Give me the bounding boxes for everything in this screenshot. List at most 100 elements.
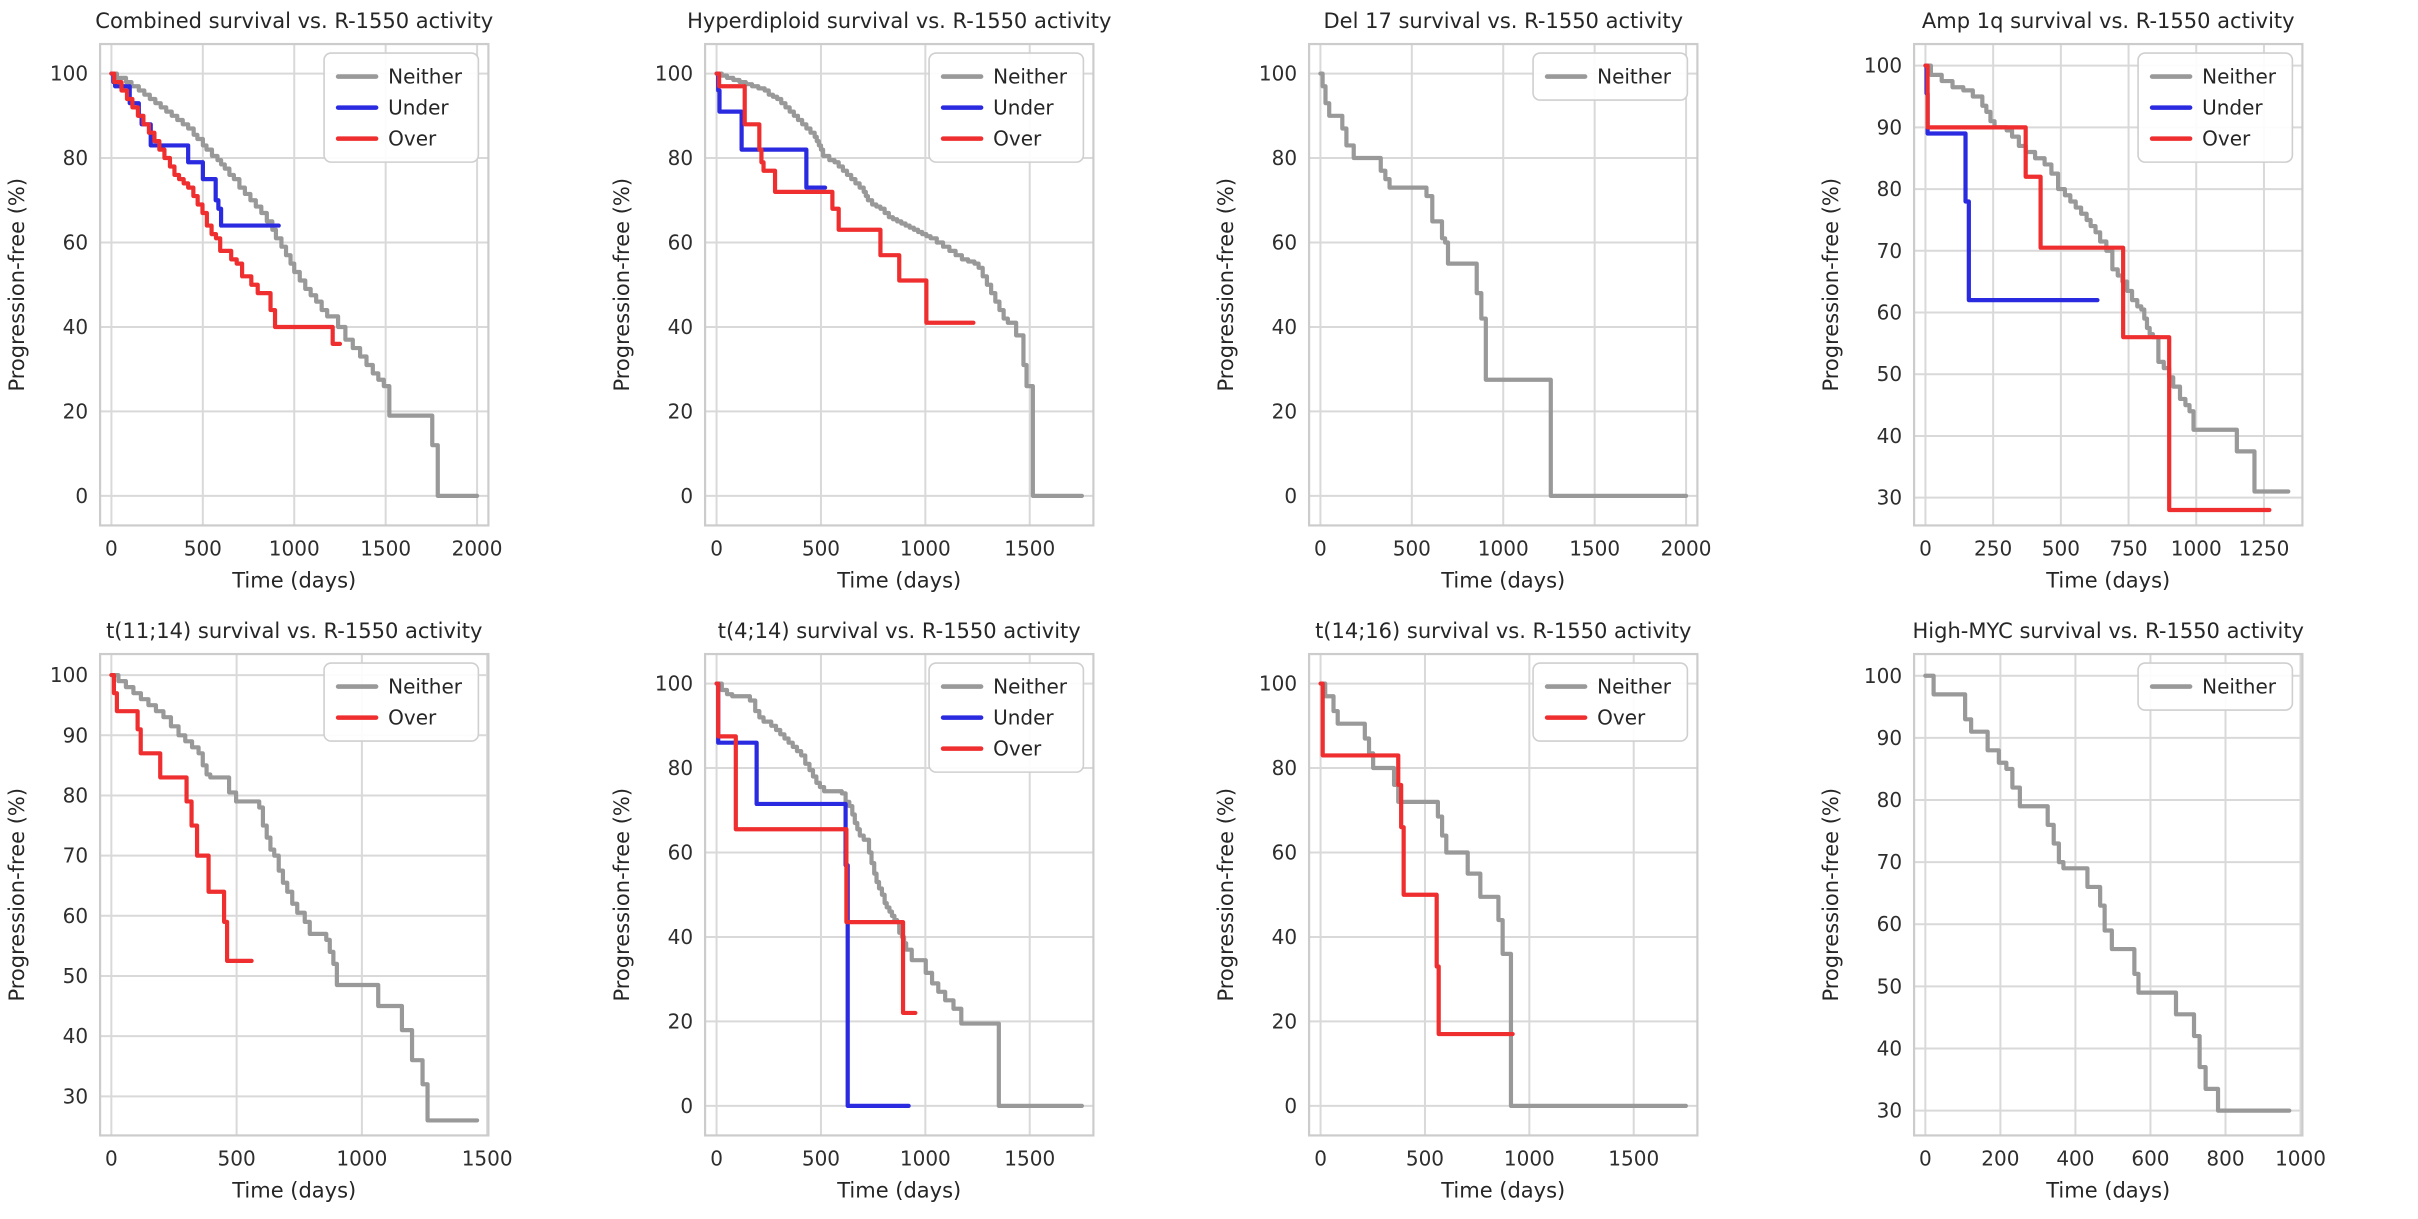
y-tick-label: 100 [1863,663,1901,687]
legend-label-under: Under [388,96,449,120]
legend: Neither Under Over [929,53,1083,162]
x-tick-label: 1000 [899,1146,950,1170]
y-tick-label: 0 [680,484,693,508]
x-tick-label: 1000 [336,1146,387,1170]
x-axis-label: Time (days) [231,1177,356,1202]
legend-label-over: Over [993,736,1042,760]
y-tick-label: 60 [667,231,692,255]
y-tick-label: 50 [63,963,88,987]
legend: Neither [2138,663,2292,710]
y-tick-label: 40 [63,1024,88,1048]
x-tick-label: 750 [2109,536,2147,560]
y-axis-label: Progression-free (%) [4,178,29,392]
y-tick-label: 0 [75,484,88,508]
y-tick-label: 80 [1876,177,1901,201]
y-tick-label: 60 [63,903,88,927]
chart-title: t(4;14) survival vs. R-1550 activity [717,618,1080,643]
legend-label-over: Over [1597,705,1646,729]
y-tick-label: 80 [1876,788,1901,812]
x-tick-label: 0 [105,1146,118,1170]
y-tick-label: 60 [1876,912,1901,936]
x-tick-label: 0 [1919,536,1932,560]
y-tick-label: 20 [1272,1009,1297,1033]
legend-label-neither: Neither [388,674,463,698]
y-tick-label: 90 [1876,725,1901,749]
y-tick-label: 70 [1876,239,1901,263]
chart-title: Combined survival vs. R-1550 activity [95,8,493,33]
y-tick-label: 20 [1272,399,1297,423]
legend: Neither Over [1533,663,1687,741]
legend-label-under: Under [993,96,1054,120]
y-tick-label: 20 [667,1009,692,1033]
x-tick-label: 0 [1314,536,1327,560]
y-tick-label: 40 [667,315,692,339]
y-axis-label: Progression-free (%) [1818,178,1843,392]
x-tick-label: 1500 [1569,536,1620,560]
y-tick-label: 0 [1284,484,1297,508]
x-tick-label: 1500 [1004,1146,1055,1170]
x-tick-label: 0 [1918,1146,1931,1170]
legend-label-over: Over [993,127,1042,151]
legend-label-neither: Neither [388,65,463,89]
y-tick-label: 0 [1284,1093,1297,1117]
legend-label-neither: Neither [1597,674,1672,698]
x-tick-label: 2000 [452,536,503,560]
legend-label-neither: Neither [993,65,1068,89]
legend-label-neither: Neither [1597,65,1672,89]
x-tick-label: 1500 [360,536,411,560]
legend-label-neither: Neither [993,674,1068,698]
x-tick-label: 500 [1406,1146,1444,1170]
x-tick-label: 1000 [1504,1146,1555,1170]
legend: Neither [1533,53,1687,100]
y-tick-label: 100 [50,62,88,86]
x-tick-label: 0 [105,536,118,560]
y-tick-label: 100 [1259,671,1297,695]
x-tick-label: 500 [184,536,222,560]
y-tick-label: 60 [667,840,692,864]
x-tick-label: 0 [710,536,723,560]
chart-title: Hyperdiploid survival vs. R-1550 activit… [687,8,1111,33]
x-tick-label: 1000 [899,536,950,560]
y-tick-label: 30 [63,1084,88,1108]
chart-title: t(14;16) survival vs. R-1550 activity [1315,618,1691,643]
y-tick-label: 60 [63,231,88,255]
y-tick-label: 100 [50,663,88,687]
y-tick-label: 30 [1876,486,1901,510]
y-tick-label: 80 [667,756,692,780]
x-tick-label: 0 [1314,1146,1327,1170]
y-tick-label: 80 [63,146,88,170]
y-tick-label: 50 [1876,362,1901,386]
x-axis-label: Time (days) [1440,567,1565,592]
x-tick-label: 500 [218,1146,256,1170]
y-tick-label: 90 [1876,115,1901,139]
x-axis-label: Time (days) [836,1177,961,1202]
x-tick-label: 500 [1393,536,1431,560]
x-tick-label: 1000 [2170,536,2221,560]
x-tick-label: 200 [1981,1146,2019,1170]
x-tick-label: 2000 [1661,536,1712,560]
y-axis-label: Progression-free (%) [609,178,634,392]
y-tick-label: 100 [1863,54,1901,78]
x-axis-label: Time (days) [2045,567,2170,592]
y-tick-label: 70 [1876,850,1901,874]
x-axis-label: Time (days) [836,567,961,592]
legend-label-over: Over [2202,127,2251,151]
legend-label-over: Over [388,705,437,729]
y-axis-label: Progression-free (%) [609,787,634,1001]
x-tick-label: 600 [2131,1146,2169,1170]
legend-label-under: Under [2202,96,2263,120]
legend-label-neither: Neither [2202,674,2277,698]
chart-title: Amp 1q survival vs. R-1550 activity [1921,8,2294,33]
x-tick-label: 500 [801,1146,839,1170]
